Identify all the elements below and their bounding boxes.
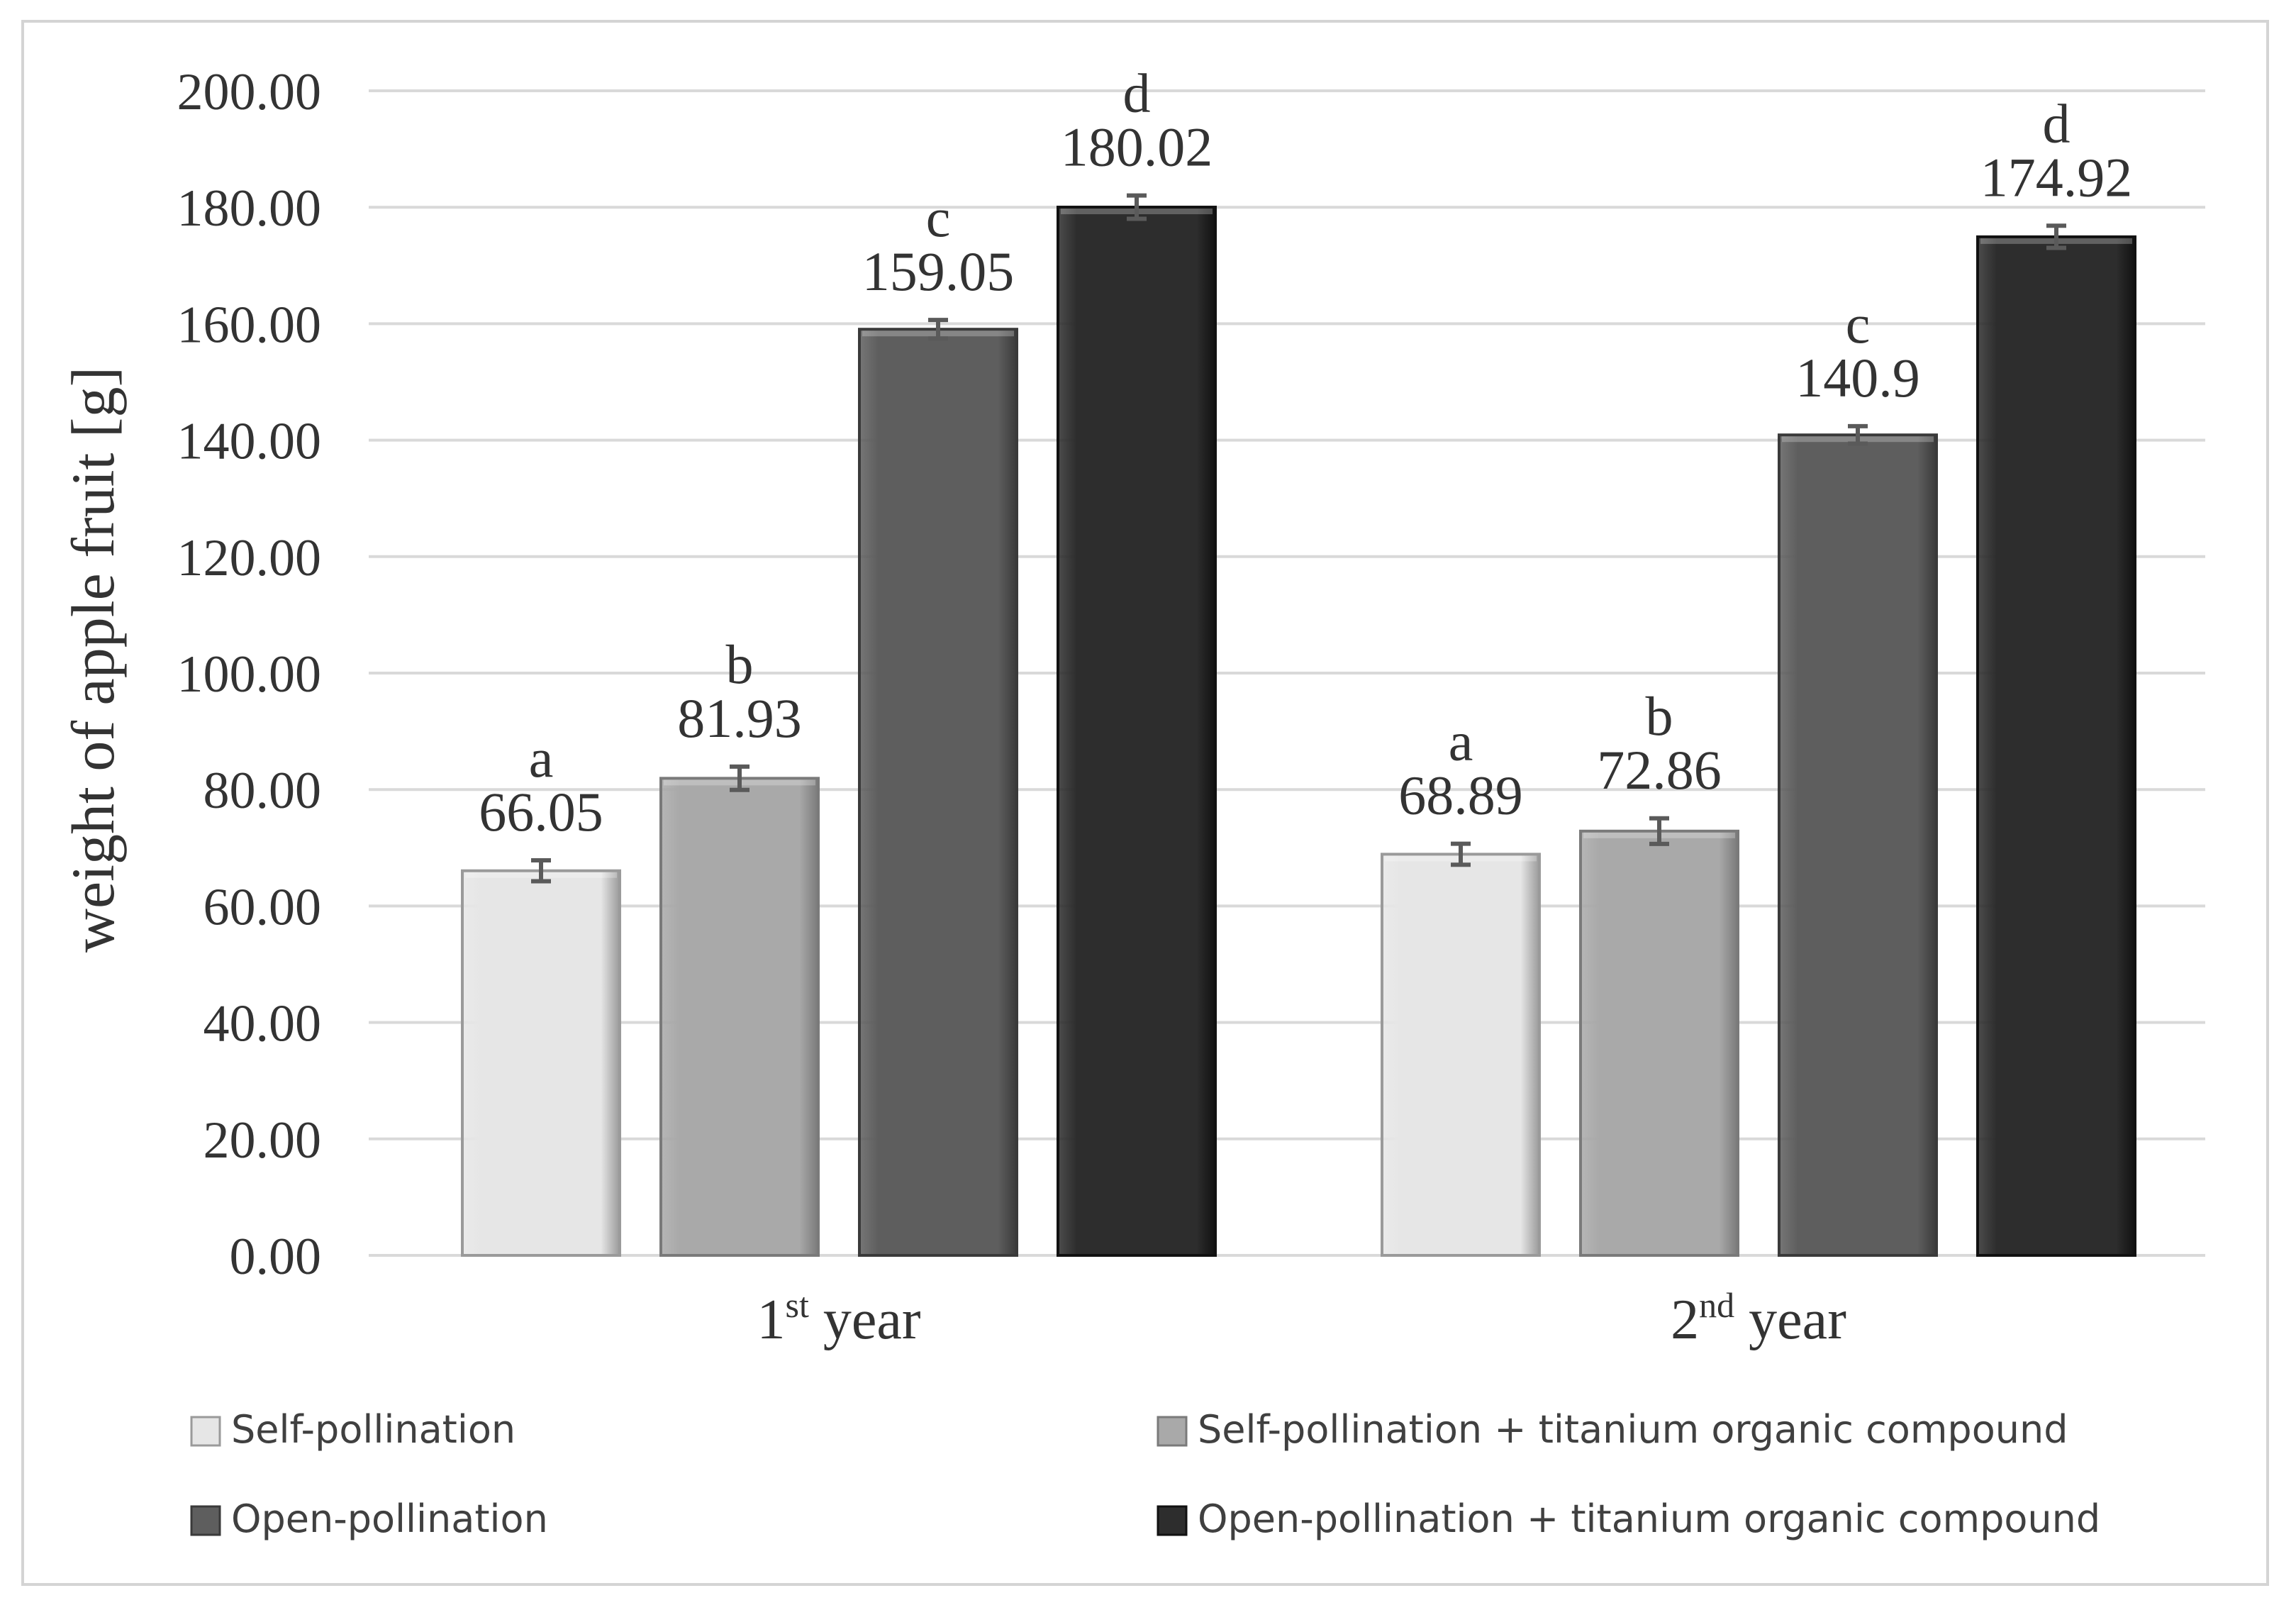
bars: 66.05a68.89a81.93b72.86b159.05c140.9c180… bbox=[461, 62, 2136, 1258]
bar bbox=[1381, 853, 1541, 1257]
y-tick-label: 60.00 bbox=[204, 878, 322, 936]
bar bbox=[1976, 235, 2136, 1257]
error-bar bbox=[730, 764, 749, 792]
bar bbox=[1778, 433, 1938, 1257]
y-tick-label: 200.00 bbox=[177, 63, 322, 121]
y-tick-label: 40.00 bbox=[204, 995, 322, 1053]
significance-letter: a bbox=[529, 727, 554, 789]
legend: Self-pollination Self-pollination + titan… bbox=[190, 1407, 2100, 1541]
legend-swatch bbox=[1157, 1416, 1188, 1447]
bar bbox=[858, 328, 1018, 1258]
data-label: 159.05 bbox=[862, 240, 1015, 302]
y-tick-label: 160.00 bbox=[177, 296, 322, 354]
x-category-label: 1st year bbox=[757, 1285, 920, 1351]
legend-item: Open-pollination + titanium organic comp… bbox=[1157, 1497, 2100, 1541]
error-bar bbox=[1848, 423, 1868, 446]
error-bar bbox=[531, 857, 551, 884]
legend-label: Open-pollination bbox=[231, 1497, 548, 1541]
y-tick-label: 80.00 bbox=[204, 762, 322, 820]
significance-letter: d bbox=[1123, 62, 1151, 124]
bar bbox=[659, 777, 820, 1258]
legend-item: Open-pollination bbox=[190, 1497, 548, 1541]
y-tick-label: 140.00 bbox=[177, 413, 322, 471]
legend-item: Self-pollination + titanium organic comp… bbox=[1157, 1407, 2068, 1452]
y-tick-label: 120.00 bbox=[177, 529, 322, 587]
significance-letter: a bbox=[1449, 711, 1473, 772]
data-label: 180.02 bbox=[1061, 116, 1213, 178]
error-bar bbox=[1649, 816, 1669, 846]
legend-swatch bbox=[190, 1416, 221, 1447]
y-axis-ticks: 0.00 20.00 40.00 60.00 80.00 100.00 120.00 140.… bbox=[177, 63, 322, 1286]
legend-swatch bbox=[190, 1505, 221, 1536]
y-tick-label: 100.00 bbox=[177, 645, 322, 704]
data-label: 81.93 bbox=[677, 687, 802, 749]
significance-letter: b bbox=[1646, 685, 1673, 747]
error-bar bbox=[2046, 223, 2066, 250]
bar bbox=[1057, 206, 1217, 1258]
data-label: 72.86 bbox=[1597, 739, 1722, 801]
legend-swatch bbox=[1157, 1505, 1188, 1536]
legend-item: Self-pollination bbox=[190, 1407, 516, 1452]
y-tick-label: 180.00 bbox=[177, 179, 322, 238]
legend-label: Self-pollination bbox=[231, 1407, 516, 1452]
legend-label: Open-pollination + titanium organic comp… bbox=[1198, 1497, 2100, 1541]
x-category-label: 2nd year bbox=[1671, 1285, 1846, 1351]
significance-letter: d bbox=[2043, 92, 2071, 154]
error-bar bbox=[1451, 841, 1471, 867]
error-bar bbox=[928, 318, 948, 341]
y-tick-label: 0.00 bbox=[230, 1228, 322, 1286]
y-axis-label: weight of apple fruit [g] bbox=[59, 367, 127, 953]
error-bar bbox=[1127, 193, 1147, 221]
legend-label: Self-pollination + titanium organic comp… bbox=[1198, 1407, 2068, 1452]
y-tick-label: 20.00 bbox=[204, 1111, 322, 1170]
bar bbox=[1579, 829, 1739, 1258]
x-axis-categories: 1st year 2nd year bbox=[757, 1285, 1846, 1351]
data-label: 140.9 bbox=[1795, 347, 1920, 409]
significance-letter: c bbox=[926, 187, 951, 248]
data-label: 66.05 bbox=[479, 781, 603, 843]
bar bbox=[461, 869, 621, 1257]
data-label: 68.89 bbox=[1398, 765, 1523, 826]
significance-letter: c bbox=[1846, 293, 1871, 355]
significance-letter: b bbox=[726, 633, 754, 695]
data-label: 174.92 bbox=[1980, 146, 2133, 208]
